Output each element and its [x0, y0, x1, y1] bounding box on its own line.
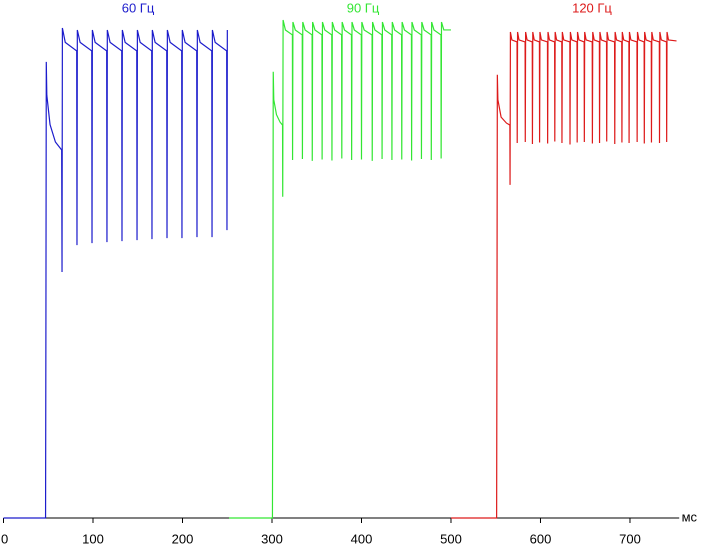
series-label: 60 Гц — [122, 0, 155, 15]
series-line — [3, 27, 228, 519]
series-line — [229, 19, 451, 519]
series-label: 120 Гц — [572, 0, 612, 15]
x-tick-label: 500 — [440, 531, 462, 546]
x-axis-label: мс — [682, 509, 698, 524]
x-tick-label: 100 — [82, 531, 104, 546]
x-tick-label: 400 — [351, 531, 373, 546]
x-tick-label: 200 — [172, 531, 194, 546]
series-line — [450, 31, 677, 519]
series-label: 90 Гц — [347, 0, 380, 15]
x-tick-label: 700 — [619, 531, 641, 546]
x-tick-label: 0 — [1, 531, 8, 546]
x-tick-label: 300 — [261, 531, 283, 546]
x-tick-label: 600 — [530, 531, 552, 546]
